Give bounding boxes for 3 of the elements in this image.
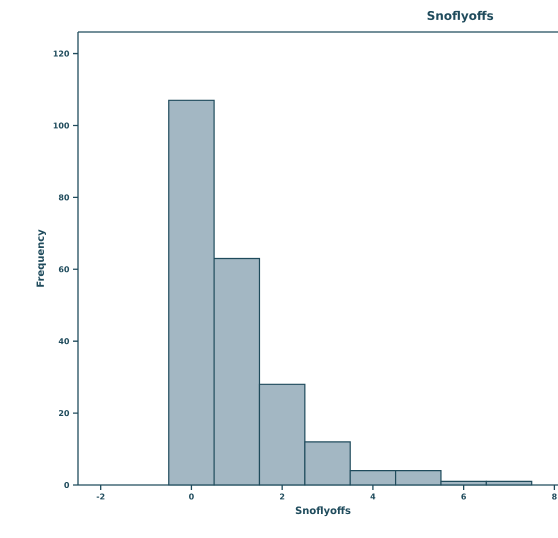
x-axis-title: Snoflyoffs <box>296 506 350 516</box>
y-axis-title: Frequency <box>36 230 46 287</box>
chart-title: Snoflyoffs <box>428 10 494 22</box>
